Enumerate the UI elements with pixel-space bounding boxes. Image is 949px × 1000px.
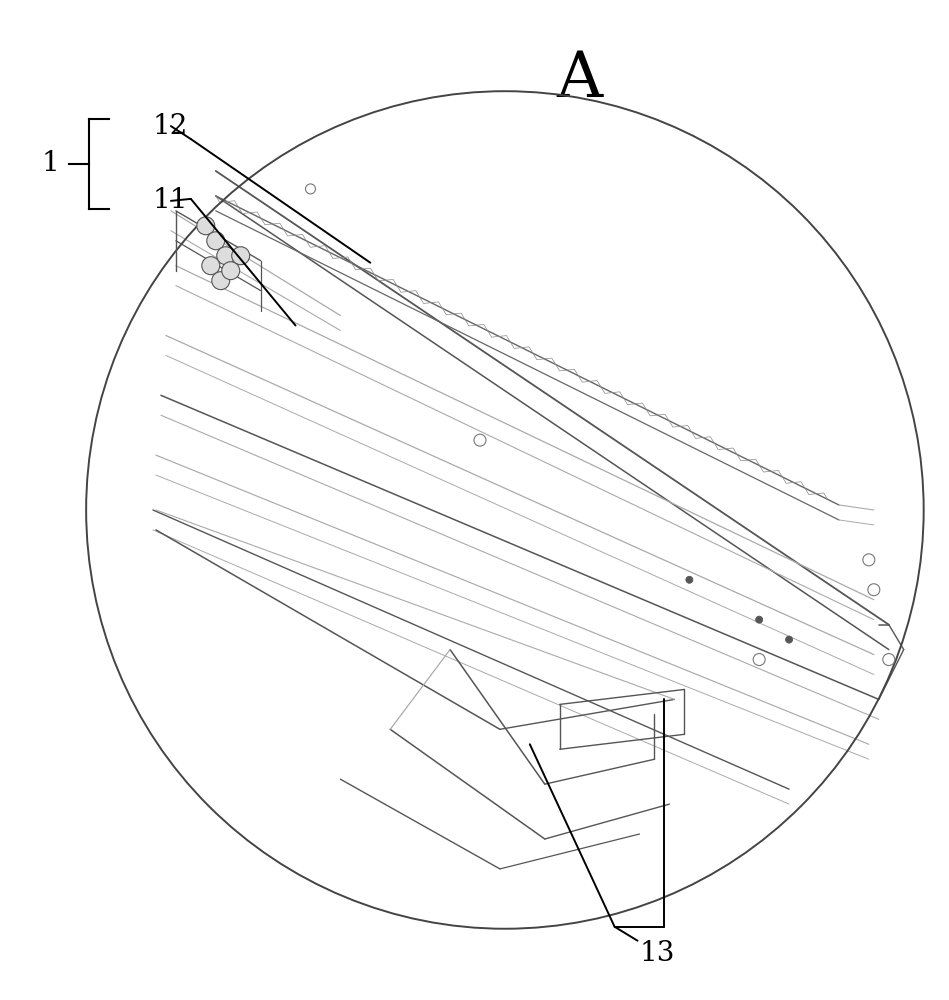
Circle shape: [216, 247, 234, 265]
Circle shape: [202, 257, 220, 275]
Text: 1: 1: [41, 150, 59, 177]
Circle shape: [786, 636, 792, 643]
Text: 11: 11: [153, 187, 189, 214]
Circle shape: [686, 576, 693, 583]
Text: 12: 12: [153, 113, 188, 140]
Circle shape: [222, 262, 240, 280]
Circle shape: [196, 217, 214, 235]
Circle shape: [207, 232, 225, 250]
Circle shape: [232, 247, 250, 265]
Circle shape: [755, 616, 763, 623]
Circle shape: [212, 272, 230, 290]
Text: 13: 13: [640, 940, 675, 967]
Text: A: A: [557, 49, 603, 110]
